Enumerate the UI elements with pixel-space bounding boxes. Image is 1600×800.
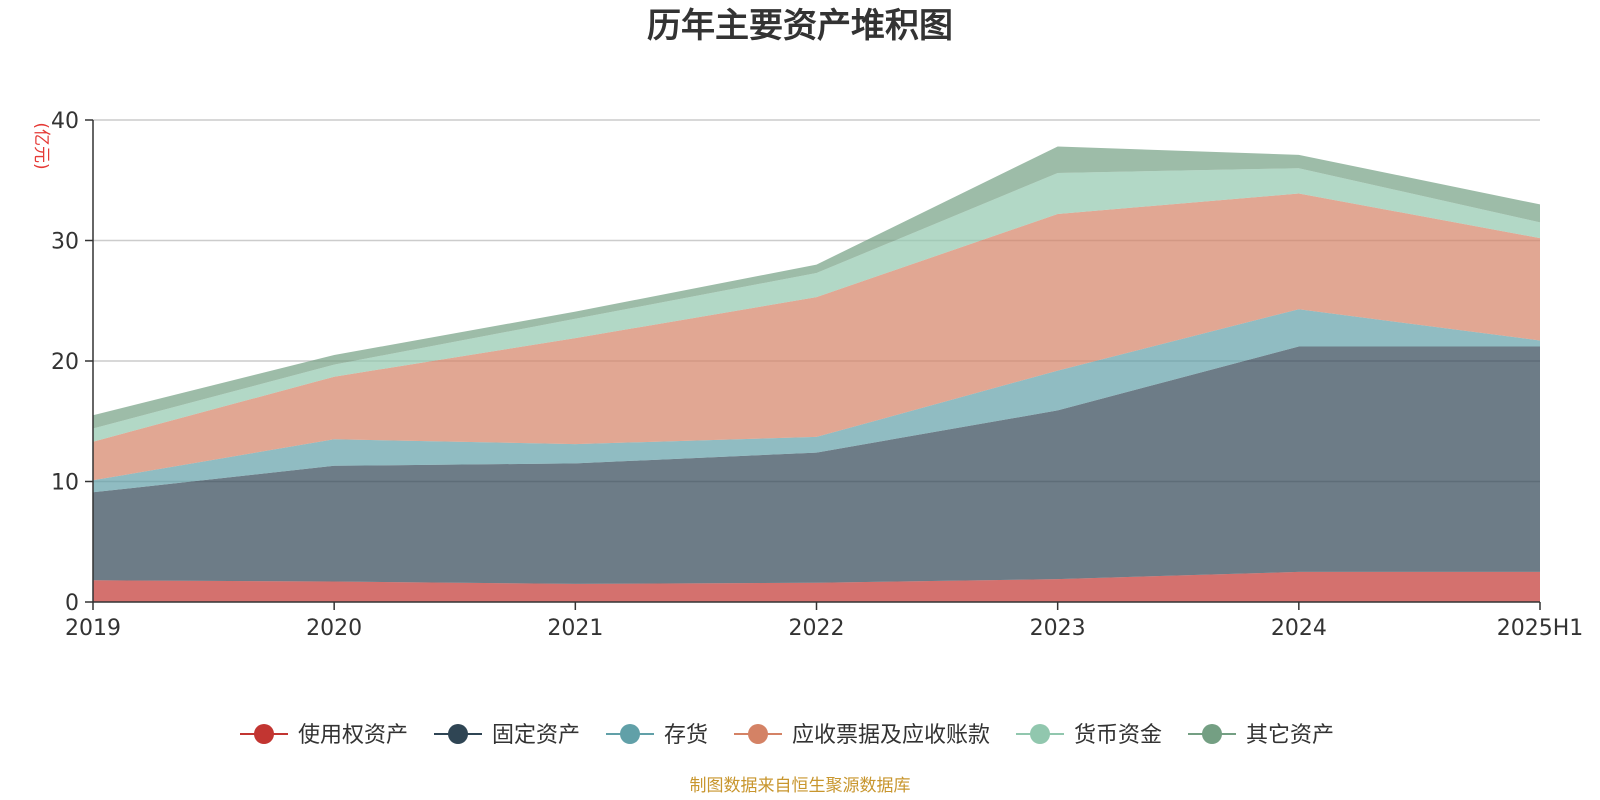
y-tick-label: 0 xyxy=(65,591,79,616)
y-tick-label: 10 xyxy=(51,471,79,496)
legend-label: 货币资金 xyxy=(1074,723,1162,748)
legend-marker-icon xyxy=(620,724,640,744)
x-tick-label: 2020 xyxy=(306,616,362,641)
legend-item-3[interactable]: 应收票据及应收账款 xyxy=(734,723,990,748)
area-series-4 xyxy=(93,168,1540,442)
legend-item-1[interactable]: 固定资产 xyxy=(434,723,580,748)
legend-marker-icon xyxy=(748,724,768,744)
y-axis-unit: (亿元) xyxy=(31,122,51,169)
area-series-3 xyxy=(93,193,1540,481)
chart-title: 历年主要资产堆积图 xyxy=(647,6,953,46)
legend-label: 固定资产 xyxy=(492,723,580,748)
legend: 使用权资产 固定资产 存货 应收票据及应收账款 货币资金 其它资产 xyxy=(240,723,1334,748)
y-tick-label: 40 xyxy=(51,109,79,134)
area-series-group xyxy=(93,146,1540,602)
legend-marker-icon xyxy=(254,724,274,744)
y-tick-label: 30 xyxy=(51,230,79,255)
x-tick-label: 2021 xyxy=(547,616,603,641)
area-series-2 xyxy=(93,309,1540,493)
x-tick-label: 2022 xyxy=(789,616,845,641)
x-tick-label: 2023 xyxy=(1030,616,1086,641)
area-series-1 xyxy=(93,346,1540,584)
x-tick-label: 2019 xyxy=(65,616,121,641)
x-tick-label: 2025H1 xyxy=(1497,616,1584,641)
x-tick-label: 2024 xyxy=(1271,616,1327,641)
legend-label: 使用权资产 xyxy=(298,723,408,748)
source-note: 制图数据来自恒生聚源数据库 xyxy=(690,776,911,796)
legend-item-5[interactable]: 其它资产 xyxy=(1188,723,1334,748)
legend-label: 其它资产 xyxy=(1246,723,1334,748)
legend-label: 应收票据及应收账款 xyxy=(792,723,990,748)
legend-marker-icon xyxy=(448,724,468,744)
legend-label: 存货 xyxy=(664,723,708,748)
legend-item-2[interactable]: 存货 xyxy=(606,723,708,748)
area-series-0 xyxy=(93,571,1540,602)
legend-marker-icon xyxy=(1030,724,1050,744)
legend-item-4[interactable]: 货币资金 xyxy=(1016,723,1162,748)
x-axis-ticks: 2019 2020 2021 2022 2023 2024 2025H1 xyxy=(65,602,1583,641)
y-tick-label: 20 xyxy=(51,350,79,375)
legend-item-0[interactable]: 使用权资产 xyxy=(240,723,408,748)
legend-marker-icon xyxy=(1202,724,1222,744)
y-axis-ticks: 0 10 20 30 40 xyxy=(51,109,93,616)
